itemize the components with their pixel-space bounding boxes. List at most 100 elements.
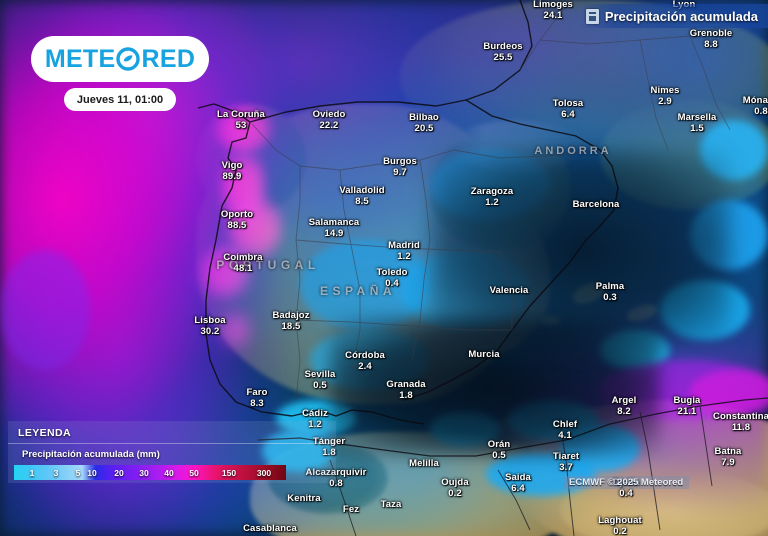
logo-text-part1: METE: [44, 44, 116, 73]
city-name: Córdoba: [345, 350, 385, 361]
city-label: Murcia: [468, 349, 499, 361]
city-label: Córdoba 2.4: [345, 350, 385, 372]
city-name: Kenitra: [287, 493, 321, 504]
city-precip-value: 53: [235, 119, 247, 131]
city-label: Zaragoza 1.2: [470, 186, 514, 208]
city-precip-value: 18.5: [281, 320, 301, 332]
city-precip-value: 0.8: [754, 105, 768, 117]
city-name: Constantina: [713, 411, 768, 422]
city-name: Limoges: [533, 0, 573, 10]
city-precip-value: 7.9: [721, 456, 735, 468]
city-precip-value: 24.1: [543, 9, 563, 21]
city-label: Fez: [343, 504, 359, 516]
city-label: Bilbao 20.5: [409, 112, 439, 134]
city-name: Faro: [246, 387, 268, 398]
city-precip-value: 0.4: [619, 487, 633, 499]
city-label: Marsella 1.5: [677, 112, 717, 134]
map-layer-title[interactable]: Precipitación acumulada: [579, 4, 768, 28]
city-label: La Coruña 53: [217, 109, 265, 131]
city-label: Burgos 9.7: [383, 156, 417, 178]
city-label: Tolosa 6.4: [552, 98, 584, 120]
city-name: Mónaco: [742, 95, 768, 106]
city-label: Vigo 89.9: [221, 160, 243, 182]
city-label: Casablanca: [243, 523, 297, 535]
city-precip-value: 0.3: [603, 291, 617, 303]
city-precip-value: 11.8: [731, 421, 751, 433]
legend-tick: 1: [29, 468, 35, 478]
city-label: Chlef 4.1: [552, 419, 578, 441]
city-name: Taza: [380, 499, 402, 510]
timestamp-badge: Jueves 11, 01:00: [64, 88, 176, 111]
city-precip-value: 6.4: [561, 108, 575, 120]
city-precip-value: 1.8: [399, 389, 413, 401]
legend-color-bar[interactable]: [14, 465, 286, 480]
city-label: Salamanca 14.9: [308, 217, 360, 239]
city-name: Chlef: [552, 419, 578, 430]
city-name: Nimes: [650, 85, 680, 96]
city-precip-value: 2.9: [658, 95, 672, 107]
city-name: Tolosa: [552, 98, 584, 109]
city-name: Zaragoza: [470, 186, 514, 197]
city-name: Orán: [487, 439, 511, 450]
city-precip-value: 8.5: [355, 195, 369, 207]
legend-tick: 300: [256, 468, 272, 478]
city-name: Madrid: [388, 240, 420, 251]
city-precip-value: 6.4: [511, 482, 525, 494]
legend-divider: [8, 443, 336, 444]
city-precip-value: 25.5: [493, 51, 513, 63]
city-name: Bugia: [673, 395, 701, 406]
city-label: Nimes 2.9: [650, 85, 680, 107]
legend-tick: 30: [139, 468, 149, 478]
city-precip-value: 8.8: [704, 38, 718, 50]
city-label: Mónaco0.8: [742, 95, 768, 117]
city-precip-value: 0.5: [313, 379, 327, 391]
city-label: Madrid 1.2: [388, 240, 420, 262]
meteored-wordmark: METE RED: [45, 45, 195, 74]
city-name: Sevilla: [304, 369, 336, 380]
meteored-droplet-o-icon: [116, 47, 141, 71]
city-precip-value: 0.2: [448, 487, 462, 499]
city-name: Oporto: [220, 209, 254, 220]
legend-tick: 150: [221, 468, 237, 478]
city-label: Batna 7.9: [714, 446, 742, 468]
city-label: Faro 8.3: [246, 387, 268, 409]
city-precip-value: 88.5: [227, 219, 247, 231]
city-name: Burgos: [383, 156, 417, 167]
city-precip-value: 0.4: [385, 277, 399, 289]
city-name: Laghouat: [598, 515, 642, 526]
city-label: Oporto 88.5: [220, 209, 254, 231]
city-label: Laghouat 0.2: [598, 515, 642, 536]
legend-tick: 5: [75, 468, 81, 478]
city-label: Burdeos 25.5: [483, 41, 522, 63]
city-precip-value: 21.1: [677, 405, 697, 417]
city-name: Badajoz: [272, 310, 310, 321]
city-label: Orán 0.5: [487, 439, 511, 461]
city-label: Palma 0.3: [596, 281, 625, 303]
city-precip-value: 20.5: [414, 122, 434, 134]
logo-text-part2: RED: [141, 44, 196, 73]
city-name: La Coruña: [217, 109, 265, 120]
city-name: Coimbra: [223, 252, 263, 263]
legend-tick: 10: [87, 468, 97, 478]
legend-subtitle: Precipitación acumulada (mm): [22, 449, 160, 460]
city-label: Bugia 21.1: [673, 395, 701, 417]
city-label: Badajoz 18.5: [272, 310, 310, 332]
city-label: Toledo 0.4: [376, 267, 407, 289]
city-label: Oujda 0.2: [441, 477, 468, 499]
city-precip-value: 30.2: [200, 325, 220, 337]
city-label: Valencia: [490, 285, 529, 297]
city-label: Grenoble 8.8: [689, 28, 733, 50]
meteored-logo: METE RED: [31, 36, 209, 82]
city-name: Cádiz: [302, 408, 328, 419]
city-name: Marsella: [677, 112, 717, 123]
city-label: Taza: [380, 499, 402, 511]
city-precip-value: 48.1: [233, 262, 253, 274]
city-name: Grenoble: [689, 28, 733, 39]
city-name: Vigo: [221, 160, 243, 171]
city-label: Tiaret 3.7: [553, 451, 579, 473]
city-name: Salamanca: [308, 217, 360, 228]
city-name: Batna: [714, 446, 742, 457]
attribution-text: ECMWF © 2025 Meteored: [563, 476, 690, 489]
city-precip-value: 4.1: [558, 429, 572, 441]
